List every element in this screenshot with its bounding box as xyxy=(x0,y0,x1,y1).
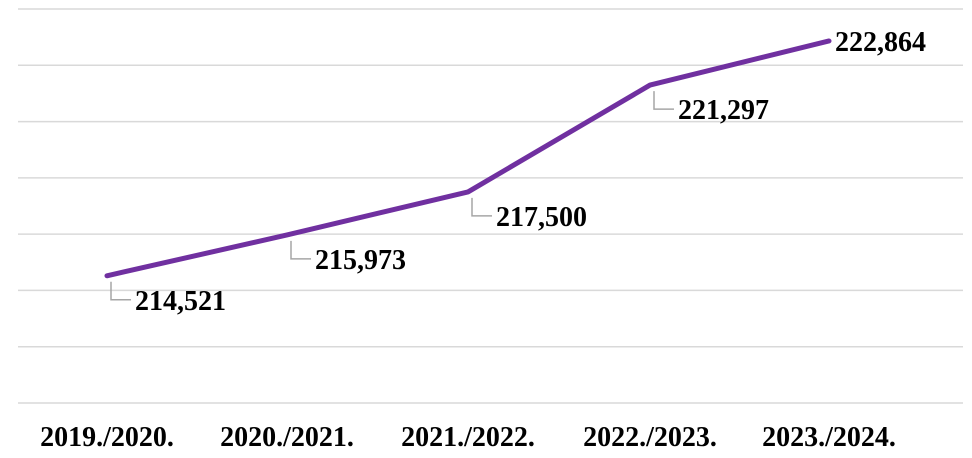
label-leader-lines xyxy=(110,91,674,301)
data-label: 217,500 xyxy=(496,202,587,233)
x-tick-label: 2019./2020. xyxy=(40,422,174,453)
data-label: 214,521 xyxy=(135,286,226,317)
series-line xyxy=(104,38,832,279)
data-labels: 214,521 215,973 217,500 221,297 222,864 xyxy=(135,27,926,317)
gridlines xyxy=(18,8,963,404)
label-leader-line xyxy=(471,197,492,217)
label-leader-line xyxy=(110,281,131,301)
data-label: 222,864 xyxy=(835,27,926,58)
data-label: 221,297 xyxy=(678,95,769,126)
x-tick-label: 2022./2023. xyxy=(583,422,717,453)
label-leader-line xyxy=(290,240,311,260)
label-leader-line xyxy=(653,91,674,110)
data-label: 215,973 xyxy=(315,245,406,276)
x-tick-label: 2020./2021. xyxy=(220,422,354,453)
x-axis-tick-labels: 2019./2020. 2020./2021. 2021./2022. 2022./2… xyxy=(40,422,896,453)
x-tick-label: 2023./2024. xyxy=(762,422,896,453)
x-tick-label: 2021./2022. xyxy=(401,422,535,453)
